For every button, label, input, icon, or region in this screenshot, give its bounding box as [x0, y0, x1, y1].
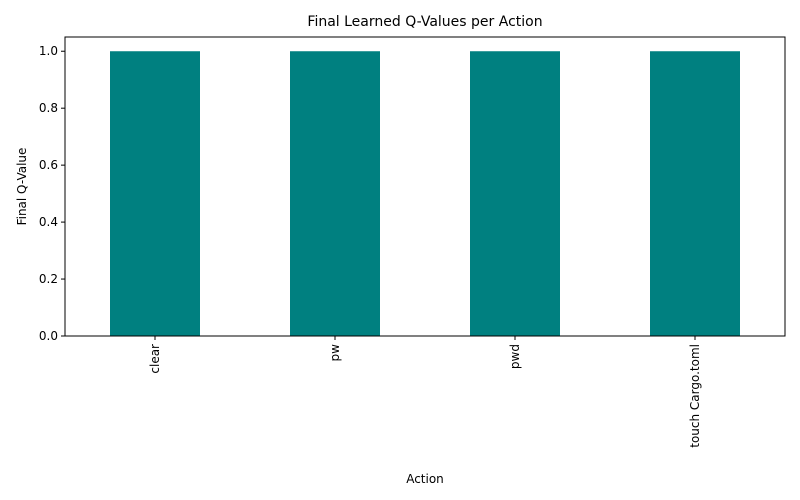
x-tick-label-0: clear — [148, 344, 162, 374]
y-tick-label-4: 0.8 — [39, 101, 58, 115]
bar-2 — [470, 51, 560, 336]
y-tick-label-1: 0.2 — [39, 272, 58, 286]
x-tick-label-1: pw — [328, 344, 342, 362]
y-tick-label-3: 0.6 — [39, 158, 58, 172]
x-axis: clear pw pwd touch Cargo.toml — [148, 336, 702, 448]
chart-title: Final Learned Q-Values per Action — [307, 14, 542, 30]
bars-group — [110, 51, 740, 336]
x-tick-label-2: pwd — [508, 344, 522, 369]
y-tick-label-2: 0.4 — [39, 215, 58, 229]
y-tick-label-0: 0.0 — [39, 329, 58, 343]
x-axis-label: Action — [406, 472, 444, 486]
bar-3 — [650, 51, 740, 336]
y-axis-label: Final Q-Value — [15, 148, 29, 226]
y-tick-label-5: 1.0 — [39, 44, 58, 58]
x-tick-label-3: touch Cargo.toml — [688, 344, 702, 448]
bar-1 — [290, 51, 380, 336]
plot-frame — [64, 36, 786, 337]
y-axis: 0.0 0.2 0.4 0.6 0.8 1.0 — [39, 44, 65, 343]
bar-0 — [110, 51, 200, 336]
